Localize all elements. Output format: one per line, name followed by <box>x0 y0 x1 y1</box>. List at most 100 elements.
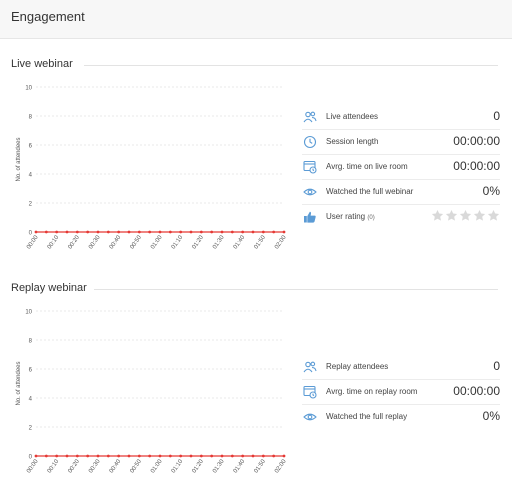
y-tick-label: 8 <box>29 339 33 345</box>
x-tick-label: 01:50 <box>253 458 267 474</box>
user-rating-text: User rating <box>326 212 366 221</box>
stat-row: Avrg. time on live room 00:00:00 <box>302 155 500 180</box>
y-axis-label: No. of attendees <box>16 361 22 405</box>
x-tick-label: 01:30 <box>212 458 226 474</box>
browser-clock-icon <box>303 385 317 399</box>
data-point[interactable] <box>282 230 286 234</box>
data-point[interactable] <box>199 454 203 458</box>
stat-row: Live attendees 0 <box>302 105 500 130</box>
y-tick-label: 2 <box>29 426 33 432</box>
star-icon[interactable] <box>487 209 500 227</box>
user-rating-row: User rating (0) <box>302 205 500 230</box>
data-point[interactable] <box>148 454 152 458</box>
data-point[interactable] <box>241 454 245 458</box>
data-point[interactable] <box>106 230 110 234</box>
watched-the-full-replay-value: 0% <box>482 409 500 423</box>
data-point[interactable] <box>251 230 255 234</box>
live-section-title: Live webinar <box>11 58 73 70</box>
data-point[interactable] <box>261 454 265 458</box>
stat-row: Watched the full replay 0% <box>302 405 500 430</box>
y-tick-label: 10 <box>25 86 32 92</box>
data-point[interactable] <box>220 454 224 458</box>
x-tick-label: 00:30 <box>88 458 102 474</box>
data-point[interactable] <box>261 230 265 234</box>
star-icon[interactable] <box>431 209 444 227</box>
x-tick-label: 00:50 <box>129 458 143 474</box>
page-title: Engagement <box>11 9 85 24</box>
data-point[interactable] <box>282 454 286 458</box>
data-point[interactable] <box>117 454 121 458</box>
y-tick-label: 4 <box>29 397 33 403</box>
data-point[interactable] <box>272 230 276 234</box>
data-point[interactable] <box>168 454 172 458</box>
data-point[interactable] <box>127 230 131 234</box>
browser-clock-icon <box>303 160 317 174</box>
data-point[interactable] <box>148 230 152 234</box>
avrg-time-on-replay-room-label: Avrg. time on replay room <box>326 387 418 396</box>
data-point[interactable] <box>86 454 90 458</box>
y-tick-label: 8 <box>29 115 33 121</box>
data-point[interactable] <box>168 230 172 234</box>
data-point[interactable] <box>75 230 79 234</box>
star-rating[interactable] <box>430 209 500 225</box>
data-point[interactable] <box>251 454 255 458</box>
live-attendees-value: 0 <box>493 109 500 123</box>
data-point[interactable] <box>137 230 141 234</box>
star-icon[interactable] <box>445 209 458 227</box>
data-point[interactable] <box>44 230 48 234</box>
data-point[interactable] <box>44 454 48 458</box>
replay-attendees-chart: 0 2 4 6 8 10 No. of attendees 00:00 00:10 00:20 00… <box>16 310 288 475</box>
y-tick-label: 0 <box>29 455 33 461</box>
star-icon[interactable] <box>473 209 486 227</box>
stat-row: Replay attendees 0 <box>302 355 500 380</box>
avrg-time-on-live-room-value: 00:00:00 <box>453 159 500 173</box>
data-point[interactable] <box>158 230 162 234</box>
data-point[interactable] <box>189 454 193 458</box>
data-point[interactable] <box>96 230 100 234</box>
data-point[interactable] <box>65 454 69 458</box>
users-icon <box>303 360 317 374</box>
data-point[interactable] <box>210 454 214 458</box>
data-point[interactable] <box>106 454 110 458</box>
star-icon[interactable] <box>459 209 472 227</box>
eye-icon <box>303 185 317 199</box>
eye-icon <box>303 410 317 424</box>
y-axis-label: No. of attendees <box>16 137 22 181</box>
live-stats-panel: Live attendees 0 Session length 00:00:00 Avr… <box>302 105 500 230</box>
data-point[interactable] <box>55 454 59 458</box>
session-length-label: Session length <box>326 137 379 146</box>
live-section-divider <box>84 65 498 66</box>
x-tick-label: 01:10 <box>171 458 185 474</box>
data-point[interactable] <box>272 454 276 458</box>
data-point[interactable] <box>117 230 121 234</box>
data-point[interactable] <box>230 230 234 234</box>
page-header: Engagement <box>0 0 512 39</box>
data-point[interactable] <box>65 230 69 234</box>
data-point[interactable] <box>199 230 203 234</box>
data-point[interactable] <box>179 230 183 234</box>
session-length-value: 00:00:00 <box>453 134 500 148</box>
x-tick-label: 01:20 <box>191 458 205 474</box>
data-point[interactable] <box>210 230 214 234</box>
data-point[interactable] <box>86 230 90 234</box>
data-point[interactable] <box>179 454 183 458</box>
thumbs-up-icon <box>303 210 317 224</box>
data-point[interactable] <box>137 454 141 458</box>
x-tick-label: 00:10 <box>47 458 61 474</box>
data-point[interactable] <box>230 454 234 458</box>
data-point[interactable] <box>75 454 79 458</box>
data-point[interactable] <box>220 230 224 234</box>
data-point[interactable] <box>127 454 131 458</box>
avrg-time-on-replay-room-value: 00:00:00 <box>453 384 500 398</box>
data-point[interactable] <box>158 454 162 458</box>
y-tick-label: 0 <box>29 231 33 237</box>
watched-the-full-webinar-label: Watched the full webinar <box>326 187 414 196</box>
data-point[interactable] <box>189 230 193 234</box>
data-point[interactable] <box>34 230 38 234</box>
avrg-time-on-live-room-label: Avrg. time on live room <box>326 162 408 171</box>
data-point[interactable] <box>241 230 245 234</box>
data-point[interactable] <box>96 454 100 458</box>
x-tick-label: 01:40 <box>233 458 247 474</box>
data-point[interactable] <box>55 230 59 234</box>
data-point[interactable] <box>34 454 38 458</box>
